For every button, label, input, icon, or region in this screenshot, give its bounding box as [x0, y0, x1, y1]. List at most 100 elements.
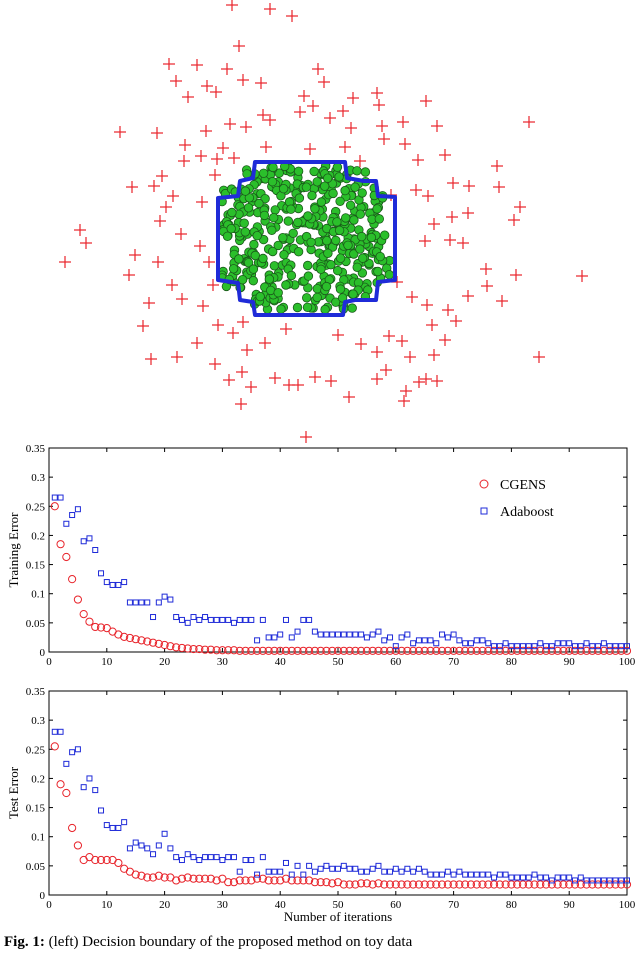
point-adaboost — [450, 871, 457, 878]
point-adaboost — [69, 512, 76, 519]
toy-point-circle — [334, 172, 344, 182]
x-axis-label: Number of iterations — [284, 909, 392, 924]
point-adaboost — [439, 871, 446, 878]
x-tick-label: 90 — [564, 899, 576, 911]
point-cgens — [409, 880, 418, 889]
toy-point-plus — [245, 381, 257, 393]
toy-point-circle — [303, 260, 313, 271]
point-cgens — [62, 788, 71, 798]
point-adaboost — [121, 579, 128, 586]
legend-label-adaboost: Adaboost — [500, 505, 554, 520]
point-adaboost — [126, 599, 133, 606]
toy-point-circle — [347, 303, 357, 313]
point-cgens — [177, 643, 187, 653]
toy-point-circle — [357, 231, 367, 242]
y-tick-label: 0 — [40, 647, 46, 659]
point-cgens — [553, 880, 562, 889]
point-cgens — [143, 637, 152, 646]
point-adaboost — [57, 728, 64, 735]
toy-point-plus — [74, 224, 86, 236]
toy-point-plus — [496, 295, 508, 307]
toy-point-plus — [170, 75, 182, 87]
point-cgens — [50, 742, 59, 751]
toy-point-plus — [160, 201, 172, 213]
toy-point-plus — [422, 190, 434, 202]
point-cgens — [281, 874, 291, 883]
point-adaboost — [525, 874, 532, 881]
toy-point-plus — [211, 153, 223, 165]
toy-point-plus — [264, 114, 276, 126]
point-adaboost — [606, 643, 613, 650]
point-cgens — [409, 646, 418, 655]
figure-caption: Fig. 1: (left) Decision boundary of the … — [4, 934, 640, 951]
toy-point-plus — [481, 280, 493, 292]
point-cgens — [276, 876, 285, 885]
point-adaboost — [294, 862, 301, 869]
point-adaboost — [479, 637, 486, 644]
toy-point-circle — [352, 262, 362, 273]
point-adaboost — [444, 634, 451, 641]
point-cgens — [293, 876, 302, 885]
toy-point-circle — [349, 215, 359, 225]
point-cgens — [495, 646, 504, 655]
toy-point-plus — [376, 120, 388, 132]
point-adaboost — [202, 854, 209, 861]
point-adaboost — [190, 854, 197, 861]
point-adaboost — [132, 839, 139, 846]
point-cgens — [611, 880, 620, 889]
point-adaboost — [161, 830, 168, 837]
y-axis-label: Test Error — [6, 766, 21, 819]
y-tick-label: 0.1 — [31, 832, 45, 844]
toy-point-circle — [331, 235, 341, 246]
point-cgens — [385, 880, 395, 889]
toy-point-plus — [259, 337, 271, 349]
point-adaboost — [525, 643, 532, 650]
point-cgens — [224, 646, 233, 655]
point-cgens — [299, 646, 308, 655]
point-cgens — [507, 880, 516, 889]
point-cgens — [200, 645, 210, 654]
toy-point-circle — [240, 186, 251, 196]
toy-point-plus — [397, 116, 409, 128]
point-adaboost — [485, 640, 492, 647]
point-adaboost — [121, 819, 128, 826]
point-cgens — [576, 880, 585, 889]
point-adaboost — [340, 862, 347, 869]
point-adaboost — [294, 628, 301, 635]
toy-point-circle — [258, 168, 269, 179]
point-adaboost — [103, 579, 110, 586]
caption-label: Fig. 1: — [4, 934, 45, 950]
point-cgens — [218, 646, 227, 655]
point-cgens — [466, 880, 476, 889]
point-cgens — [137, 871, 146, 880]
point-adaboost — [548, 877, 555, 884]
toy-point-plus — [152, 256, 164, 268]
toy-point-circle — [252, 230, 262, 241]
point-cgens — [461, 880, 470, 889]
toy-point-plus — [463, 180, 475, 192]
point-cgens — [357, 646, 366, 655]
point-cgens — [131, 635, 140, 644]
point-cgens — [195, 644, 204, 654]
toy-point-plus — [383, 330, 395, 342]
point-adaboost — [479, 871, 486, 878]
point-cgens — [235, 646, 244, 655]
point-cgens — [143, 873, 152, 882]
point-cgens — [426, 880, 435, 889]
toy-point-plus — [431, 120, 443, 132]
toy-point-circle — [312, 177, 322, 187]
point-cgens — [605, 880, 614, 889]
toy-point-circle — [307, 190, 317, 201]
toy-point-circle — [228, 264, 239, 274]
point-cgens — [455, 880, 464, 889]
point-cgens — [258, 874, 267, 883]
point-cgens — [351, 646, 360, 655]
toy-point-circle — [312, 292, 322, 303]
point-cgens — [270, 876, 279, 885]
point-adaboost — [86, 775, 93, 782]
point-adaboost — [57, 494, 64, 501]
toy-point-plus — [421, 299, 433, 311]
point-adaboost — [456, 868, 463, 875]
point-adaboost — [369, 865, 376, 872]
toy-point-plus — [523, 116, 535, 128]
